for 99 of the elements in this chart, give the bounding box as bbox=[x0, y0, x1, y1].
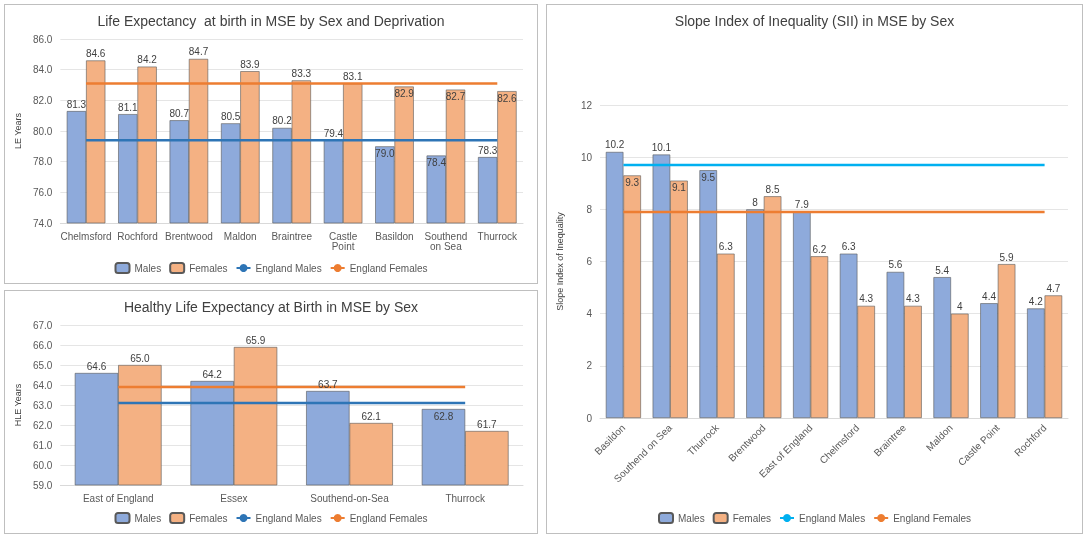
legend-label: England Females bbox=[349, 512, 428, 524]
y-tick-label: 61.0 bbox=[32, 439, 53, 451]
legend-label: England Females bbox=[349, 262, 428, 274]
data-label: 65.9 bbox=[245, 334, 266, 346]
y-tick-label: 59.0 bbox=[32, 479, 53, 491]
y-tick-label: 84.0 bbox=[32, 64, 53, 76]
y-tick-label: 8 bbox=[586, 203, 593, 215]
chart-title: Life Expectancy at birth in MSE by Sex and Deprivation bbox=[97, 13, 445, 29]
y-tick-label: 80.0 bbox=[32, 125, 53, 137]
data-label: 83.9 bbox=[240, 58, 261, 70]
y-axis-title: LE Years bbox=[12, 112, 23, 150]
data-label: 79.0 bbox=[375, 147, 396, 159]
data-label: 84.6 bbox=[85, 47, 106, 59]
x-tick-label: Basildon bbox=[375, 230, 414, 242]
y-tick-label: 12 bbox=[580, 99, 593, 111]
data-label: 83.3 bbox=[291, 67, 312, 79]
y-tick-label: 66.0 bbox=[32, 339, 53, 351]
x-tick-label: Southend-on-Sea bbox=[310, 492, 390, 504]
x-tick-label: Southend on Sea bbox=[424, 230, 468, 252]
y-tick-label: 62.0 bbox=[32, 419, 53, 431]
y-tick-label: 10 bbox=[580, 151, 593, 163]
y-tick-label: 60.0 bbox=[32, 459, 53, 471]
data-label: 62.8 bbox=[433, 410, 454, 422]
data-label: 83.1 bbox=[342, 70, 363, 82]
data-label: 4.3 bbox=[859, 293, 874, 305]
data-label: 5.4 bbox=[935, 264, 950, 276]
y-tick-label: 74.0 bbox=[32, 217, 53, 229]
x-tick-label: Chelmsford bbox=[60, 230, 112, 242]
x-tick-label: Thurrock bbox=[477, 230, 519, 242]
y-tick-label: 67.0 bbox=[32, 319, 53, 331]
y-tick-label: 0 bbox=[586, 412, 593, 424]
y-tick-label: 63.0 bbox=[32, 399, 53, 411]
data-label: 82.9 bbox=[394, 88, 415, 100]
data-label: 65.0 bbox=[130, 352, 151, 364]
chart-title: Slope Index of Inequality (SII) in MSE by Sex bbox=[674, 13, 955, 29]
data-label: 78.4 bbox=[426, 157, 447, 169]
x-tick-label: Brentwood bbox=[164, 230, 213, 242]
data-label: 6.2 bbox=[812, 243, 827, 255]
chart-title: Healthy Life Expectancy at Birth in MSE by Sex bbox=[123, 299, 419, 315]
data-label: 4.7 bbox=[1046, 282, 1061, 294]
data-label: 64.2 bbox=[202, 368, 223, 380]
legend-label: England Females bbox=[893, 512, 971, 524]
data-label: 84.2 bbox=[137, 54, 158, 66]
legend-label: England Males bbox=[255, 512, 322, 524]
legend-label: England Males bbox=[799, 512, 866, 524]
y-tick-label: 78.0 bbox=[32, 156, 53, 168]
data-label: 80.7 bbox=[169, 107, 190, 119]
data-label: 7.9 bbox=[794, 199, 810, 211]
data-label: 80.2 bbox=[272, 115, 293, 127]
data-label: 8.5 bbox=[765, 183, 780, 195]
y-tick-label: 76.0 bbox=[32, 186, 53, 198]
data-label: 78.3 bbox=[477, 144, 498, 156]
data-label: 84.7 bbox=[188, 46, 209, 58]
data-label: 4.2 bbox=[1028, 295, 1044, 307]
data-label: 5.6 bbox=[888, 259, 903, 271]
y-tick-label: 2 bbox=[586, 360, 593, 372]
x-tick-label: Rochford bbox=[117, 230, 158, 242]
x-tick-label: Maldon bbox=[223, 230, 257, 242]
data-label: 81.1 bbox=[118, 101, 138, 113]
data-label: 8 bbox=[752, 196, 759, 208]
legend-label: Females bbox=[732, 512, 772, 524]
data-label: 81.3 bbox=[66, 98, 87, 110]
data-label: 61.7 bbox=[477, 418, 498, 430]
legend-label: Females bbox=[189, 512, 228, 524]
data-label: 10.1 bbox=[651, 142, 672, 154]
x-tick-label: East of England bbox=[82, 492, 154, 504]
data-label: 4 bbox=[956, 301, 963, 313]
data-label: 10.2 bbox=[604, 139, 625, 151]
data-label: 9.5 bbox=[701, 171, 716, 183]
data-label: 5.9 bbox=[999, 251, 1014, 263]
data-label: 9.1 bbox=[672, 182, 687, 194]
data-label: 82.6 bbox=[497, 92, 518, 104]
x-tick-label: Thurrock bbox=[445, 492, 486, 504]
y-tick-label: 65.0 bbox=[32, 359, 53, 371]
data-label: 62.1 bbox=[361, 410, 382, 422]
legend-label: Females bbox=[189, 262, 228, 274]
x-tick-label: Essex bbox=[220, 492, 248, 504]
data-label: 9.3 bbox=[625, 176, 640, 188]
y-tick-label: 82.0 bbox=[32, 94, 53, 106]
y-axis-title: HLE Years bbox=[12, 383, 23, 427]
legend-label: England Males bbox=[255, 262, 322, 274]
y-tick-label: 86.0 bbox=[32, 33, 53, 45]
data-label: 80.5 bbox=[220, 110, 241, 122]
data-label: 4.4 bbox=[982, 290, 997, 302]
y-tick-label: 4 bbox=[586, 308, 593, 320]
legend-label: Males bbox=[678, 512, 705, 524]
y-axis-title: Slope Index of Inequality bbox=[554, 211, 565, 311]
y-tick-label: 64.0 bbox=[32, 379, 53, 391]
data-label: 6.3 bbox=[718, 241, 734, 253]
legend-label: Males bbox=[134, 262, 162, 274]
data-label: 64.6 bbox=[86, 360, 107, 372]
legend-label: Males bbox=[134, 512, 162, 524]
data-label: 6.3 bbox=[841, 241, 857, 253]
data-label: 79.4 bbox=[323, 127, 344, 139]
data-label: 4.3 bbox=[906, 293, 921, 305]
y-tick-label: 6 bbox=[586, 256, 593, 267]
x-tick-label: Castle Point bbox=[328, 230, 358, 252]
x-tick-label: Braintree bbox=[271, 230, 313, 242]
data-label: 82.7 bbox=[445, 91, 466, 103]
